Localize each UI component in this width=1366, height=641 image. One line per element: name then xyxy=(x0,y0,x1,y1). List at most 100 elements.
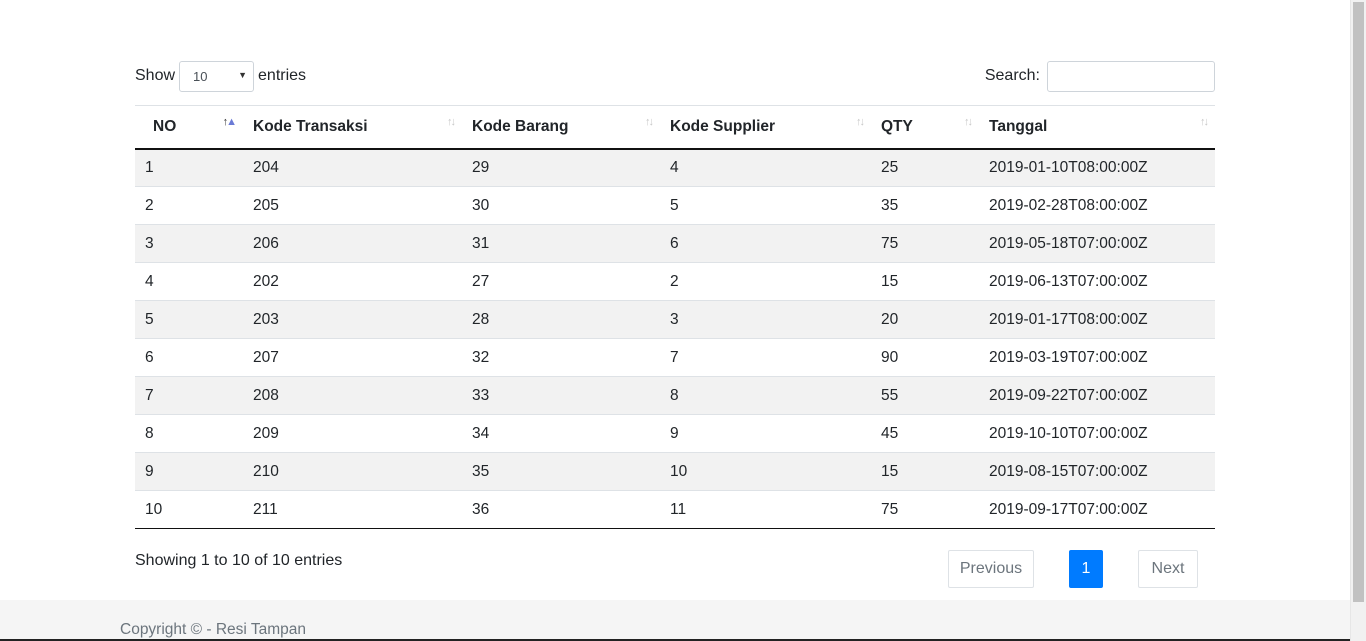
column-header-label: NO xyxy=(153,117,177,135)
cell-no: 10 xyxy=(135,490,243,529)
cell-kode-transaksi: 210 xyxy=(243,452,462,491)
cell-qty: 35 xyxy=(871,186,979,225)
cell-no: 1 xyxy=(135,148,243,187)
cell-kode-transaksi: 209 xyxy=(243,414,462,453)
cell-kode-supplier: 4 xyxy=(660,148,871,187)
cell-kode-supplier: 11 xyxy=(660,490,871,529)
cell-kode-supplier: 9 xyxy=(660,414,871,453)
cell-tanggal: 2019-01-17T08:00:00Z xyxy=(979,300,1215,339)
column-header-no[interactable]: NO ↑▲ xyxy=(135,105,243,150)
table-info: Showing 1 to 10 of 10 entries xyxy=(135,552,343,569)
cell-no: 3 xyxy=(135,224,243,263)
entries-per-page-value: 10 xyxy=(193,68,208,84)
column-header-label: Tanggal xyxy=(989,117,1048,135)
cell-kode-transaksi: 206 xyxy=(243,224,462,263)
cell-kode-barang: 35 xyxy=(462,452,660,491)
cell-kode-supplier: 5 xyxy=(660,186,871,225)
cell-kode-barang: 36 xyxy=(462,490,660,529)
cell-kode-barang: 31 xyxy=(462,224,660,263)
column-header-tanggal[interactable]: Tanggal ↑↓ xyxy=(979,105,1215,150)
search-control: Search: xyxy=(985,60,1215,92)
cell-kode-barang: 28 xyxy=(462,300,660,339)
table-row: 3 206 31 6 75 2019-05-18T07:00:00Z xyxy=(135,224,1215,263)
cell-kode-supplier: 3 xyxy=(660,300,871,339)
sort-icon: ↑↓ xyxy=(645,116,654,128)
data-table: NO ↑▲ Kode Transaksi ↑↓ Kode Barang ↑↓ K… xyxy=(135,105,1215,529)
cell-tanggal: 2019-10-10T07:00:00Z xyxy=(979,414,1215,453)
cell-kode-transaksi: 202 xyxy=(243,262,462,301)
column-header-kode-transaksi[interactable]: Kode Transaksi ↑↓ xyxy=(243,105,462,150)
scrollbar-thumb[interactable] xyxy=(1353,2,1364,602)
column-header-qty[interactable]: QTY ↑↓ xyxy=(871,105,979,150)
sort-icon: ↑↓ xyxy=(856,116,865,128)
cell-no: 9 xyxy=(135,452,243,491)
table-row: 6 207 32 7 90 2019-03-19T07:00:00Z xyxy=(135,338,1215,377)
table-row: 1 204 29 4 25 2019-01-10T08:00:00Z xyxy=(135,148,1215,187)
cell-kode-transaksi: 207 xyxy=(243,338,462,377)
column-header-kode-supplier[interactable]: Kode Supplier ↑↓ xyxy=(660,105,871,150)
vertical-scrollbar[interactable] xyxy=(1350,0,1366,641)
column-header-label: Kode Barang xyxy=(472,117,569,135)
cell-kode-transaksi: 204 xyxy=(243,148,462,187)
cell-qty: 20 xyxy=(871,300,979,339)
cell-tanggal: 2019-09-17T07:00:00Z xyxy=(979,490,1215,529)
table-row: 8 209 34 9 45 2019-10-10T07:00:00Z xyxy=(135,414,1215,453)
cell-qty: 25 xyxy=(871,148,979,187)
column-header-label: Kode Transaksi xyxy=(253,117,368,135)
search-input[interactable] xyxy=(1047,60,1215,92)
cell-kode-barang: 34 xyxy=(462,414,660,453)
show-label: Show xyxy=(135,67,176,84)
table-controls: Show 10 ▼ entries Search: xyxy=(135,60,1215,92)
column-header-label: QTY xyxy=(881,117,913,135)
cell-tanggal: 2019-05-18T07:00:00Z xyxy=(979,224,1215,263)
table-row: 10 211 36 11 75 2019-09-17T07:00:00Z xyxy=(135,490,1215,529)
copyright-text: Copyright © - Resi Tampan xyxy=(120,621,307,638)
main-content: Show 10 ▼ entries Search: NO ↑▲ Kode Tra… xyxy=(135,60,1215,588)
table-row: 7 208 33 8 55 2019-09-22T07:00:00Z xyxy=(135,376,1215,415)
cell-kode-supplier: 8 xyxy=(660,376,871,415)
cell-kode-barang: 32 xyxy=(462,338,660,377)
table-body: 1 204 29 4 25 2019-01-10T08:00:00Z 2 205… xyxy=(135,148,1215,529)
cell-tanggal: 2019-03-19T07:00:00Z xyxy=(979,338,1215,377)
cell-qty: 15 xyxy=(871,452,979,491)
cell-qty: 90 xyxy=(871,338,979,377)
page-1-button[interactable]: 1 xyxy=(1069,550,1103,588)
cell-kode-barang: 30 xyxy=(462,186,660,225)
table-row: 5 203 28 3 20 2019-01-17T08:00:00Z xyxy=(135,300,1215,339)
entries-length-control: Show 10 ▼ entries xyxy=(135,60,306,92)
cell-kode-supplier: 7 xyxy=(660,338,871,377)
footer: Copyright © - Resi Tampan xyxy=(0,600,1350,641)
dropdown-arrow-icon: ▼ xyxy=(238,69,248,80)
cell-kode-transaksi: 203 xyxy=(243,300,462,339)
table-row: 4 202 27 2 15 2019-06-13T07:00:00Z xyxy=(135,262,1215,301)
column-header-label: Kode Supplier xyxy=(670,117,776,135)
cell-no: 5 xyxy=(135,300,243,339)
cell-kode-supplier: 10 xyxy=(660,452,871,491)
previous-page-button[interactable]: Previous xyxy=(948,550,1034,588)
cell-qty: 15 xyxy=(871,262,979,301)
cell-kode-transaksi: 208 xyxy=(243,376,462,415)
cell-kode-supplier: 2 xyxy=(660,262,871,301)
cell-tanggal: 2019-08-15T07:00:00Z xyxy=(979,452,1215,491)
cell-kode-transaksi: 211 xyxy=(243,490,462,529)
cell-no: 2 xyxy=(135,186,243,225)
table-row: 9 210 35 10 15 2019-08-15T07:00:00Z xyxy=(135,452,1215,491)
entries-per-page-select[interactable]: 10 ▼ xyxy=(179,60,255,92)
cell-tanggal: 2019-02-28T08:00:00Z xyxy=(979,186,1215,225)
cell-kode-barang: 29 xyxy=(462,148,660,187)
sort-icon: ↑↓ xyxy=(964,116,973,128)
search-label: Search: xyxy=(984,67,1040,84)
entries-label: entries xyxy=(258,67,307,84)
cell-tanggal: 2019-01-10T08:00:00Z xyxy=(979,148,1215,187)
cell-kode-barang: 27 xyxy=(462,262,660,301)
column-header-kode-barang[interactable]: Kode Barang ↑↓ xyxy=(462,105,660,150)
cell-kode-transaksi: 205 xyxy=(243,186,462,225)
cell-qty: 45 xyxy=(871,414,979,453)
cell-no: 7 xyxy=(135,376,243,415)
cell-kode-supplier: 6 xyxy=(660,224,871,263)
next-page-button[interactable]: Next xyxy=(1138,550,1198,588)
table-row: 2 205 30 5 35 2019-02-28T08:00:00Z xyxy=(135,186,1215,225)
cell-tanggal: 2019-09-22T07:00:00Z xyxy=(979,376,1215,415)
cell-no: 8 xyxy=(135,414,243,453)
sort-icon: ↑↓ xyxy=(1200,116,1209,128)
